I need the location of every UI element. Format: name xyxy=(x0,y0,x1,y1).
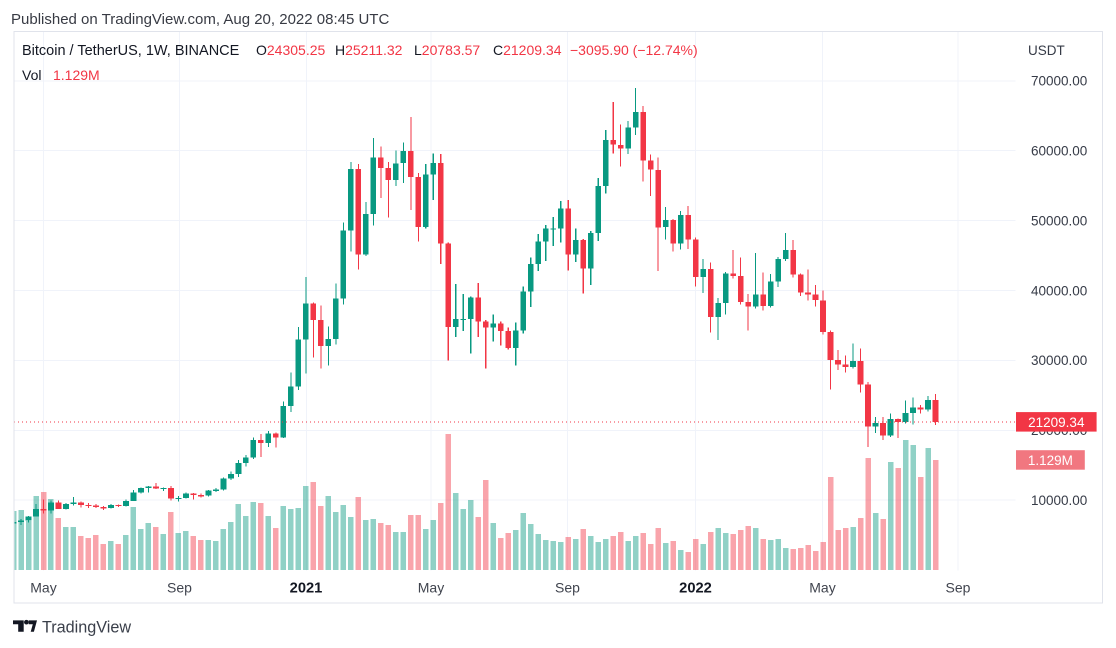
svg-text:H: H xyxy=(335,42,345,58)
svg-text:TradingView: TradingView xyxy=(42,618,131,636)
svg-text:40000.00: 40000.00 xyxy=(1031,283,1087,298)
svg-text:70000.00: 70000.00 xyxy=(1031,74,1087,89)
svg-text:2021: 2021 xyxy=(290,580,323,596)
svg-text:C: C xyxy=(493,42,503,58)
svg-text:L: L xyxy=(414,42,422,58)
svg-text:10000.00: 10000.00 xyxy=(1031,493,1087,508)
svg-text:24305.25: 24305.25 xyxy=(267,42,326,58)
svg-text:21209.34: 21209.34 xyxy=(503,42,562,58)
svg-text:Sep: Sep xyxy=(946,579,971,595)
svg-text:Sep: Sep xyxy=(555,579,580,595)
svg-text:Sep: Sep xyxy=(167,579,192,595)
svg-text:May: May xyxy=(809,579,835,595)
svg-text:USDT: USDT xyxy=(1028,43,1065,58)
svg-text:25211.32: 25211.32 xyxy=(345,42,403,58)
svg-text:May: May xyxy=(30,579,56,595)
svg-text:−3095.90 (−12.74%): −3095.90 (−12.74%) xyxy=(570,42,698,58)
svg-text:1.129M: 1.129M xyxy=(1028,453,1073,468)
svg-text:May: May xyxy=(418,579,444,595)
svg-text:21209.34: 21209.34 xyxy=(1028,415,1085,430)
svg-text:O: O xyxy=(256,42,267,58)
svg-text:1.129M: 1.129M xyxy=(53,67,100,83)
svg-text:30000.00: 30000.00 xyxy=(1031,353,1087,368)
svg-text:2022: 2022 xyxy=(679,580,712,596)
svg-text:Bitcoin / TetherUS, 1W, BINANC: Bitcoin / TetherUS, 1W, BINANCE xyxy=(22,43,240,59)
svg-text:Published on TradingView.com,: Published on TradingView.com, Aug 20, 20… xyxy=(11,11,389,28)
svg-text:50000.00: 50000.00 xyxy=(1031,213,1087,228)
svg-text:20783.57: 20783.57 xyxy=(422,42,481,58)
svg-text:60000.00: 60000.00 xyxy=(1031,144,1087,159)
svg-text:Vol: Vol xyxy=(22,67,41,83)
